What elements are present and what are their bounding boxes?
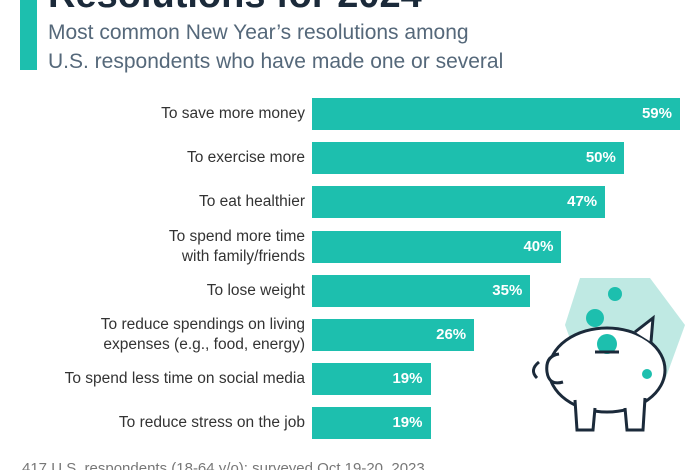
value-label: 26%	[436, 326, 467, 343]
accent-bar	[20, 0, 37, 70]
value-label: 19%	[392, 414, 423, 432]
bar	[312, 407, 431, 440]
bar	[312, 319, 475, 351]
bar	[312, 98, 680, 130]
chart-subtitle: Most common New Year’s resolutions among…	[48, 21, 504, 73]
value-label: 59%	[641, 105, 672, 122]
bar	[312, 363, 431, 396]
value-label: 19%	[392, 370, 423, 388]
category-label: To reduce stress on the job	[118, 414, 305, 432]
value-label: 50%	[585, 149, 616, 167]
bar	[312, 230, 562, 263]
chart-title: Resolutions for 2024	[48, 0, 422, 17]
category-label: To save more money	[161, 105, 305, 122]
category-label: To lose weight	[206, 281, 305, 299]
category-label: To eat healthier	[199, 193, 305, 211]
bar	[312, 186, 606, 219]
bar	[312, 274, 531, 307]
category-label: To exercise more	[186, 149, 305, 167]
source-note: 417 U.S. respondents (18-64 y/o); survey…	[22, 460, 425, 470]
bar	[312, 142, 624, 175]
value-label: 40%	[523, 237, 554, 255]
value-label: 47%	[567, 193, 598, 211]
piggy-bank-illustration	[532, 278, 685, 432]
category-label: To spend less time on social media	[64, 370, 305, 388]
value-label: 35%	[492, 281, 523, 299]
category-label: To spend more time with family/friends	[168, 227, 305, 265]
category-label: To reduce spendings on living expenses (…	[100, 316, 305, 353]
